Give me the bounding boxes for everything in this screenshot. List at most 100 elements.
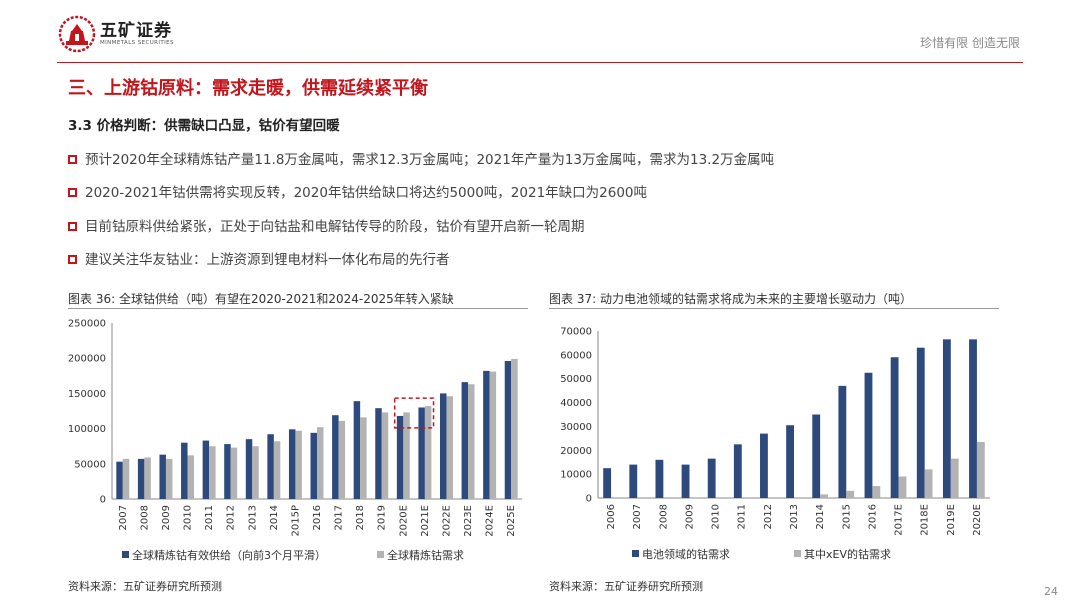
company-logo xyxy=(57,14,207,54)
legend-label: 全球精炼钴需求 xyxy=(387,548,464,562)
bar-series-b xyxy=(446,396,453,499)
x-tick-label: 2016 xyxy=(312,505,323,530)
subsection-title: 3.3 价格判断：供需缺口凸显，钴价有望回暖 xyxy=(68,118,340,134)
x-tick-label: 2018 xyxy=(355,505,366,530)
x-tick-label: 2022E xyxy=(441,505,452,537)
bar-series-a xyxy=(245,439,253,499)
bar-series-a xyxy=(483,370,490,499)
bar-series-a xyxy=(942,339,951,498)
x-tick-label: 2012 xyxy=(763,504,774,529)
bar-series-b xyxy=(187,455,194,499)
bar-series-b xyxy=(820,494,828,498)
bar-series-b xyxy=(846,490,855,498)
figure-left-source: 资料来源：五矿证券研究所预测 xyxy=(68,580,222,593)
bar-series-b xyxy=(122,458,130,499)
bar-series-b xyxy=(144,457,151,499)
x-tick-label: 2015 xyxy=(841,504,852,529)
legend-swatch xyxy=(632,550,639,557)
bullet-square-icon xyxy=(68,154,77,164)
bullet-item: 建议关注华友钴业：上游资源到锂电材料一体化布局的先行者 xyxy=(68,248,450,268)
y-tick-label: 250000 xyxy=(68,319,106,330)
page-number: 24 xyxy=(1044,585,1058,598)
bar-series-b xyxy=(209,446,216,499)
bar-series-a xyxy=(375,408,382,499)
y-tick-label: 30000 xyxy=(560,422,592,433)
x-tick-label: 2007 xyxy=(118,505,129,530)
bar-series-a xyxy=(137,458,145,499)
bar-series-b xyxy=(165,458,173,499)
bar-series-b xyxy=(230,447,238,499)
x-tick-label: 2012 xyxy=(226,505,237,530)
figure-left-title: 图表 36: 全球钴供给（吨）有望在2020-2021和2024-2025年转入… xyxy=(68,292,454,306)
bullet-item: 2020-2021年钴供需将实现反转，2020年钴供给缺口将达约5000吨，20… xyxy=(68,181,647,201)
y-tick-label: 10000 xyxy=(560,470,592,481)
x-tick-label: 2014 xyxy=(815,504,826,529)
bar-series-a xyxy=(288,429,296,499)
bar-series-b xyxy=(950,458,959,498)
bar-series-a xyxy=(440,393,447,499)
bar-series-b xyxy=(381,412,389,499)
x-tick-label: 2020E xyxy=(972,504,983,536)
legend-label: 电池领域的钴需求 xyxy=(642,547,730,561)
x-tick-label: 2019 xyxy=(377,505,388,530)
x-tick-label: 2008 xyxy=(658,504,669,529)
y-tick-label: 150000 xyxy=(68,389,106,400)
x-tick-label: 2013 xyxy=(247,505,258,530)
slogan: 珍惜有限 创造无限 xyxy=(920,36,1020,50)
bullet-square-icon xyxy=(68,221,77,231)
cobalt-supply-demand-chart: 0 50000 100000 150000 200000 250000 2007 2008 20… xyxy=(68,319,522,562)
bar-series-a xyxy=(707,458,716,498)
y-tick-label: 100000 xyxy=(68,424,106,435)
bar-series-a xyxy=(202,440,210,499)
highlight-box xyxy=(393,397,435,429)
x-tick-label: 2013 xyxy=(789,504,800,529)
bar-series-b xyxy=(468,384,475,499)
bullet-square-icon xyxy=(68,254,77,264)
legend-label: 全球精炼钴有效供给（向前3个月平滑） xyxy=(132,548,326,562)
bar-series-a xyxy=(267,434,274,499)
x-tick-label: 2010 xyxy=(183,505,194,530)
x-tick-label: 2025E xyxy=(506,505,517,537)
bullet-text: 建议关注华友钴业：上游资源到锂电材料一体化布局的先行者 xyxy=(85,252,450,268)
bar-series-a xyxy=(310,432,317,499)
bar-series-b xyxy=(489,371,497,499)
battery-cobalt-demand-chart: 0 10000 20000 30000 40000 50000 60000 70000 2006… xyxy=(560,327,990,561)
x-tick-label: 2024E xyxy=(485,505,496,537)
y-tick-label: 60000 xyxy=(560,350,592,361)
x-tick-label: 2009 xyxy=(161,505,172,530)
y-tick-label: 200000 xyxy=(68,354,106,365)
x-tick-label: 2011 xyxy=(737,504,748,529)
brand-name: 五矿证券 xyxy=(100,21,172,41)
x-tick-label: 2017E xyxy=(894,504,905,536)
x-tick-label: 2008 xyxy=(139,505,150,530)
bar-series-b xyxy=(924,469,933,498)
figure-right-title: 图表 37: 动力电池领域的钴需求将成为未来的主要增长驱动力（吨） xyxy=(549,292,912,306)
x-tick-label: 2007 xyxy=(632,504,643,529)
bar-series-b xyxy=(317,427,324,499)
bar-series-a xyxy=(603,468,612,498)
bar-series-a xyxy=(969,339,977,498)
figure-left-divider xyxy=(68,308,528,309)
bar-series-b xyxy=(295,430,302,499)
x-tick-label: 2023E xyxy=(463,505,474,537)
bar-series-b xyxy=(338,420,346,499)
legend-swatch xyxy=(122,551,129,558)
bar-series-a xyxy=(733,444,742,498)
x-tick-label: 2021E xyxy=(420,505,431,537)
section-title: 三、上游钴原料：需求走暖，供需延续紧平衡 xyxy=(68,78,428,99)
bar-series-a xyxy=(916,347,925,498)
legend-label: 其中xEV的钴需求 xyxy=(804,547,891,561)
bar-series-a xyxy=(418,407,425,499)
y-tick-label: 0 xyxy=(586,494,592,505)
x-tick-label: 2009 xyxy=(684,504,695,529)
x-tick-label: 2016 xyxy=(867,504,878,529)
bar-series-a xyxy=(655,459,664,498)
bar-series-b xyxy=(511,358,518,499)
bar-series-a xyxy=(812,414,821,498)
x-tick-label: 2017 xyxy=(334,505,345,530)
bar-series-b xyxy=(252,446,259,499)
x-tick-label: 2006 xyxy=(606,504,617,529)
bar-series-a xyxy=(838,385,847,498)
logo-emblem-icon xyxy=(58,15,96,53)
bar-series-a xyxy=(116,461,123,499)
